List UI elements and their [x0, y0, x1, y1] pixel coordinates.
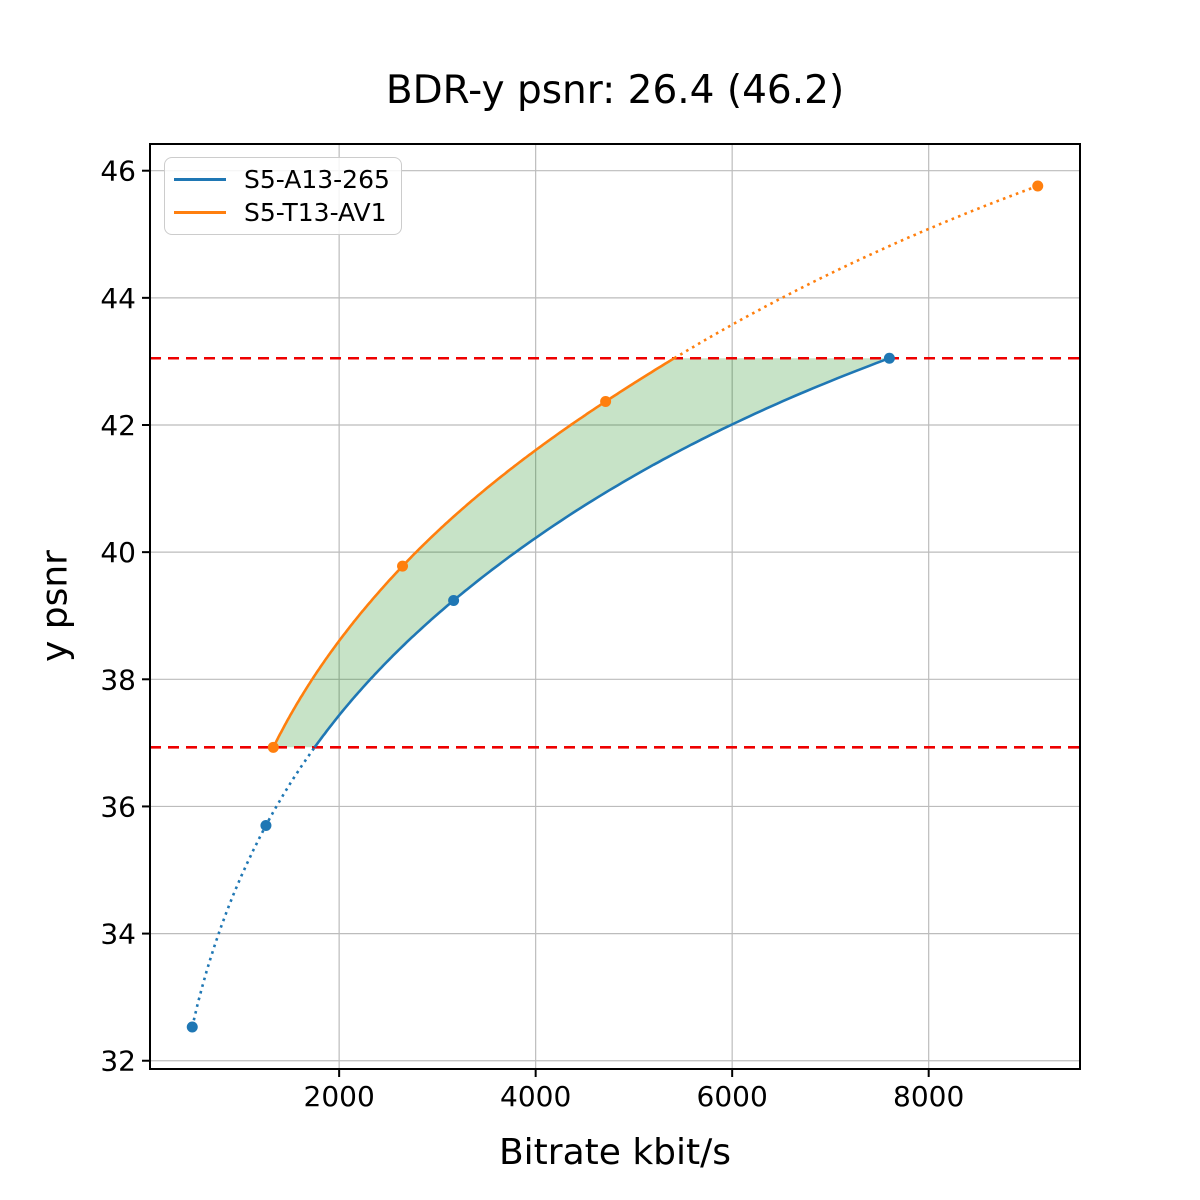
y-tick-label: 38	[100, 663, 136, 696]
series-1-point	[1032, 180, 1044, 192]
legend-entry: S5-A13-265	[174, 164, 391, 196]
series-1-point	[267, 741, 279, 753]
series-0-curve-dotted	[191, 746, 316, 1028]
y-tick-label: 34	[100, 918, 136, 951]
x-tick-label: 8000	[893, 1080, 964, 1113]
bd-area-fill	[273, 358, 890, 748]
x-tick-label: 2000	[304, 1080, 375, 1113]
chart-title: BDR-y psnr: 26.4 (46.2)	[385, 68, 845, 113]
series-0-point	[883, 352, 895, 364]
legend-entry: S5-T13-AV1	[174, 197, 391, 229]
series-0-point	[448, 594, 460, 606]
legend-line-swatch-series-1	[174, 211, 226, 214]
series-1-curve-dotted	[673, 184, 1039, 360]
series-0-curve-solid	[313, 356, 890, 749]
series-1-curve-solid	[272, 357, 675, 748]
legend: S5-A13-265 S5-T13-AV1	[164, 157, 402, 235]
x-tick-label: 4000	[500, 1080, 571, 1113]
legend-label-series-0: S5-A13-265	[244, 165, 390, 194]
y-tick-label: 40	[100, 536, 136, 569]
series-1-point	[397, 560, 409, 572]
x-tick-label: 6000	[697, 1080, 768, 1113]
y-tick-label: 42	[100, 409, 136, 442]
y-tick-label: 46	[100, 155, 136, 188]
y-tick-label: 44	[100, 282, 136, 315]
legend-line-swatch-series-0	[174, 178, 226, 181]
series-0-point	[260, 820, 272, 832]
series-1-point	[600, 395, 612, 407]
y-axis-label: y psnr	[34, 550, 76, 662]
y-tick-label: 36	[100, 790, 136, 823]
legend-label-series-1: S5-T13-AV1	[244, 198, 387, 227]
series-0-point	[186, 1021, 198, 1033]
y-tick-label: 32	[100, 1045, 136, 1078]
x-axis-label: Bitrate kbit/s	[498, 1132, 732, 1173]
axes-border	[149, 143, 1081, 1070]
